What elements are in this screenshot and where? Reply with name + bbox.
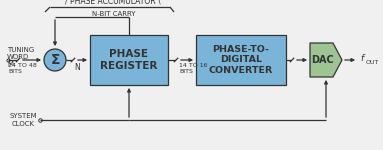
Text: OUT: OUT	[366, 60, 380, 64]
Text: N: N	[74, 63, 80, 72]
FancyBboxPatch shape	[196, 35, 286, 85]
Text: 14 TO 16
BITS: 14 TO 16 BITS	[179, 63, 208, 74]
Polygon shape	[310, 43, 342, 77]
Text: DAC: DAC	[312, 55, 334, 65]
FancyBboxPatch shape	[90, 35, 168, 85]
Text: TUNING
WORD
M: TUNING WORD M	[7, 47, 34, 67]
Text: Σ: Σ	[50, 52, 60, 66]
Text: f: f	[360, 54, 363, 63]
Text: SYSTEM
CLOCK: SYSTEM CLOCK	[9, 114, 37, 126]
Text: N-BIT CARRY: N-BIT CARRY	[92, 11, 136, 17]
Circle shape	[44, 49, 66, 71]
Text: / PHASE ACCUMULATOR \: / PHASE ACCUMULATOR \	[65, 0, 160, 6]
Text: 24 TO 48
BITS: 24 TO 48 BITS	[8, 63, 37, 74]
Text: PHASE-TO-
DIGITAL
CONVERTER: PHASE-TO- DIGITAL CONVERTER	[209, 45, 273, 75]
Text: PHASE
REGISTER: PHASE REGISTER	[100, 49, 158, 71]
